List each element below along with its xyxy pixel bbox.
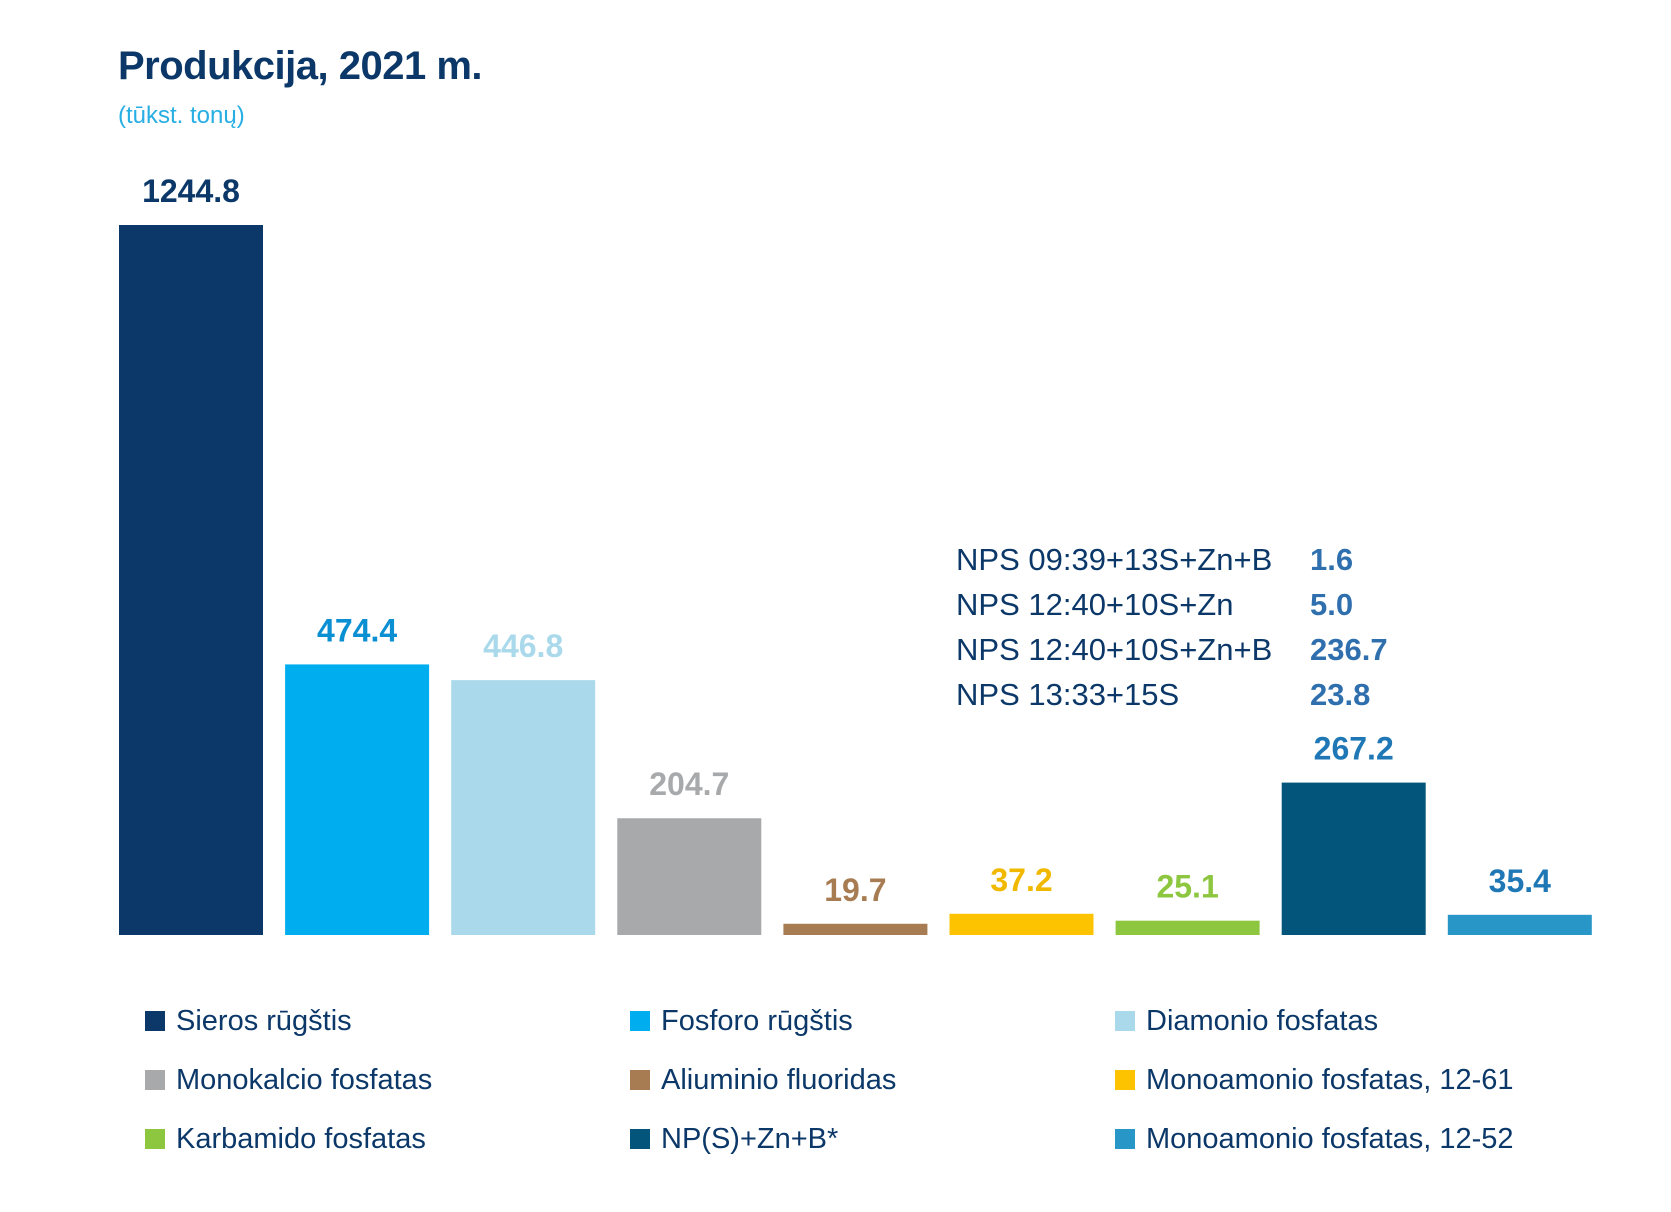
legend-item: Monoamonio fosfatas, 12-61 bbox=[1115, 1062, 1514, 1098]
breakdown-value: 5.0 bbox=[1310, 587, 1354, 622]
chart-subtitle-unit: (tūkst. tonų) bbox=[118, 102, 245, 129]
legend-swatch bbox=[1115, 1129, 1135, 1149]
breakdown-label: NPS 09:39+13S+Zn+B bbox=[956, 542, 1273, 577]
bar-value-label: 474.4 bbox=[317, 612, 397, 648]
legend-label: NP(S)+Zn+B* bbox=[661, 1122, 839, 1155]
breakdown-label: NPS 12:40+10S+Zn+B bbox=[956, 632, 1273, 667]
legend-label: Monoamonio fosfatas, 12-52 bbox=[1146, 1122, 1514, 1155]
breakdown-value: 23.8 bbox=[1310, 677, 1371, 712]
bar-value-label: 19.7 bbox=[824, 872, 886, 908]
legend-item: Karbamido fosfatas bbox=[145, 1121, 426, 1157]
breakdown-label: NPS 13:33+15S bbox=[956, 677, 1180, 712]
legend-item: NP(S)+Zn+B* bbox=[630, 1121, 838, 1157]
legend-swatch bbox=[145, 1129, 165, 1149]
bar bbox=[783, 923, 928, 935]
bar-value-label: 204.7 bbox=[649, 766, 729, 802]
legend-label: Monoamonio fosfatas, 12-61 bbox=[1146, 1063, 1514, 1096]
breakdown-value: 236.7 bbox=[1310, 632, 1388, 667]
legend-label: Diamonio fosfatas bbox=[1146, 1004, 1379, 1037]
chart-title: Produkcija, 2021 m. bbox=[118, 44, 483, 88]
bar-value-label: 37.2 bbox=[990, 862, 1052, 898]
legend-swatch bbox=[630, 1011, 650, 1031]
bar-value-label: 267.2 bbox=[1314, 731, 1394, 767]
bar bbox=[1115, 920, 1260, 935]
legend-item: Sieros rūgštis bbox=[145, 1003, 352, 1039]
bar bbox=[285, 664, 430, 935]
legend-item: Monokalcio fosfatas bbox=[145, 1062, 432, 1098]
legend-label: Aliuminio fluoridas bbox=[661, 1063, 897, 1096]
legend-swatch bbox=[630, 1129, 650, 1149]
bar-value-label: 446.8 bbox=[483, 628, 563, 664]
legend-label: Monokalcio fosfatas bbox=[176, 1063, 433, 1096]
breakdown-label: NPS 12:40+10S+Zn bbox=[956, 587, 1234, 622]
legend-item: Aliuminio fluoridas bbox=[630, 1062, 896, 1098]
bar bbox=[1447, 914, 1592, 935]
legend-label: Karbamido fosfatas bbox=[176, 1122, 426, 1155]
breakdown-value: 1.6 bbox=[1310, 542, 1354, 577]
bar bbox=[617, 818, 762, 935]
legend-swatch bbox=[1115, 1070, 1135, 1090]
legend-swatch bbox=[1115, 1011, 1135, 1031]
bar-value-label: 1244.8 bbox=[142, 173, 240, 209]
legend-label: Fosforo rūgštis bbox=[661, 1004, 853, 1037]
bar-value-label: 35.4 bbox=[1489, 863, 1551, 899]
bar bbox=[451, 680, 596, 935]
legend-item: Fosforo rūgštis bbox=[630, 1003, 853, 1039]
legend-swatch bbox=[145, 1070, 165, 1090]
bar bbox=[949, 913, 1094, 935]
legend-label: Sieros rūgštis bbox=[176, 1004, 352, 1037]
legend-swatch bbox=[630, 1070, 650, 1090]
bar bbox=[1281, 782, 1426, 935]
legend-swatch bbox=[145, 1011, 165, 1031]
legend-item: Diamonio fosfatas bbox=[1115, 1003, 1378, 1039]
legend-item: Monoamonio fosfatas, 12-52 bbox=[1115, 1121, 1514, 1157]
bar-value-label: 25.1 bbox=[1156, 869, 1218, 905]
bar bbox=[119, 225, 263, 935]
